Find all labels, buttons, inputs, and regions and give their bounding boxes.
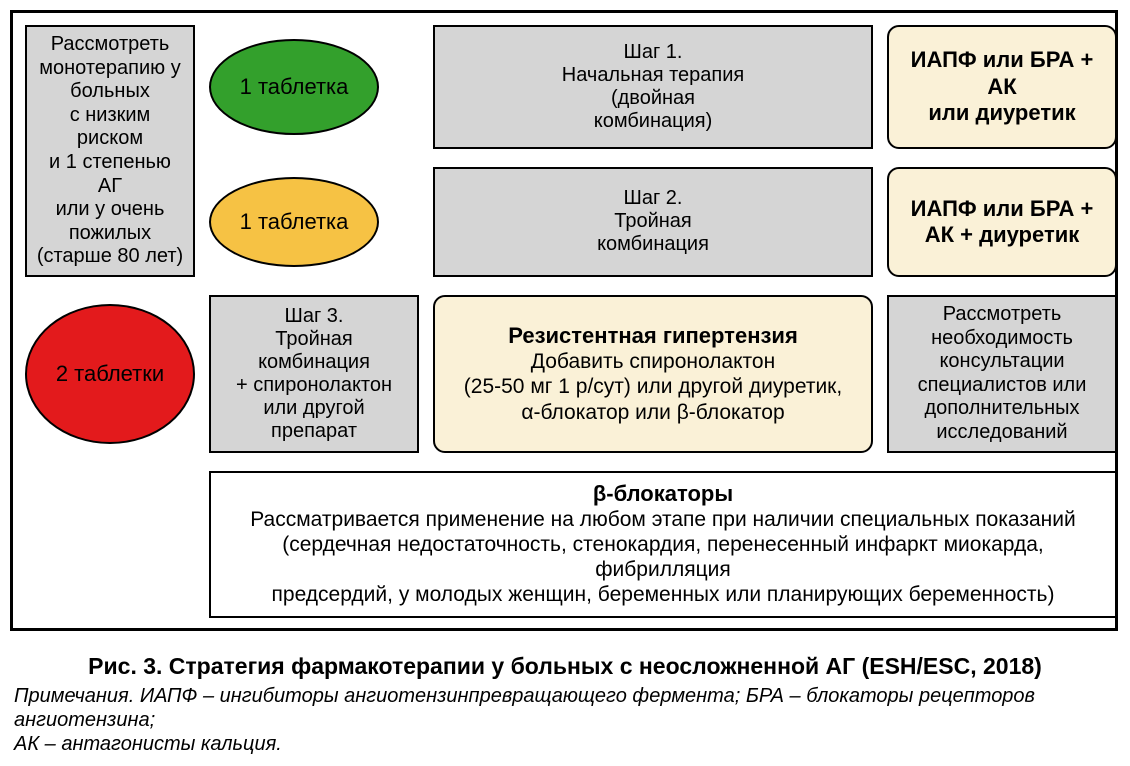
rx-step3: Резистентная гипертензия Добавить спирон…: [433, 295, 873, 453]
note-step1: Рассмотретьмонотерапию у больныхс низким…: [25, 25, 195, 277]
beta-blockers-box: β-блокаторы Рассматривается применение н…: [209, 471, 1117, 618]
step1-box: Шаг 1.Начальная терапия(двойнаякомбинаци…: [433, 25, 873, 149]
rx-step3-body: Добавить спиронолактон(25-50 мг 1 р/сут)…: [464, 349, 842, 425]
step2-box: Шаг 2.Тройнаякомбинация: [433, 167, 873, 277]
pill-step2: 1 таблетка: [209, 177, 379, 267]
diagram-grid: 1 таблетка Шаг 1.Начальная терапия(двойн…: [25, 25, 1103, 618]
pill-step1: 1 таблетка: [209, 39, 379, 135]
pill-step3: 2 таблетки: [25, 304, 195, 444]
rx-step2-title: ИАПФ или БРА + АК + диуретик: [899, 196, 1105, 249]
diagram-frame: 1 таблетка Шаг 1.Начальная терапия(двойн…: [10, 10, 1118, 631]
rx-step1: ИАПФ или БРА + АКили диуретик: [887, 25, 1117, 149]
rx-step3-title: Резистентная гипертензия: [508, 323, 798, 349]
rx-step2: ИАПФ или БРА + АК + диуретик: [887, 167, 1117, 277]
step3-box: Шаг 3.Тройная комбинация+ спиронолактони…: [209, 295, 419, 453]
beta-blockers-title: β-блокаторы: [229, 481, 1097, 507]
figure-caption: Рис. 3. Стратегия фармакотерапии у больн…: [10, 653, 1120, 680]
beta-blockers-body: Рассматривается применение на любом этап…: [229, 507, 1097, 608]
note-step3: Рассмотретьнеобходимостьконсультацииспец…: [887, 295, 1117, 453]
figure-footnote: Примечания. ИАПФ – ингибиторы ангиотензи…: [14, 684, 1116, 756]
rx-step1-title: ИАПФ или БРА + АКили диуретик: [899, 47, 1105, 126]
